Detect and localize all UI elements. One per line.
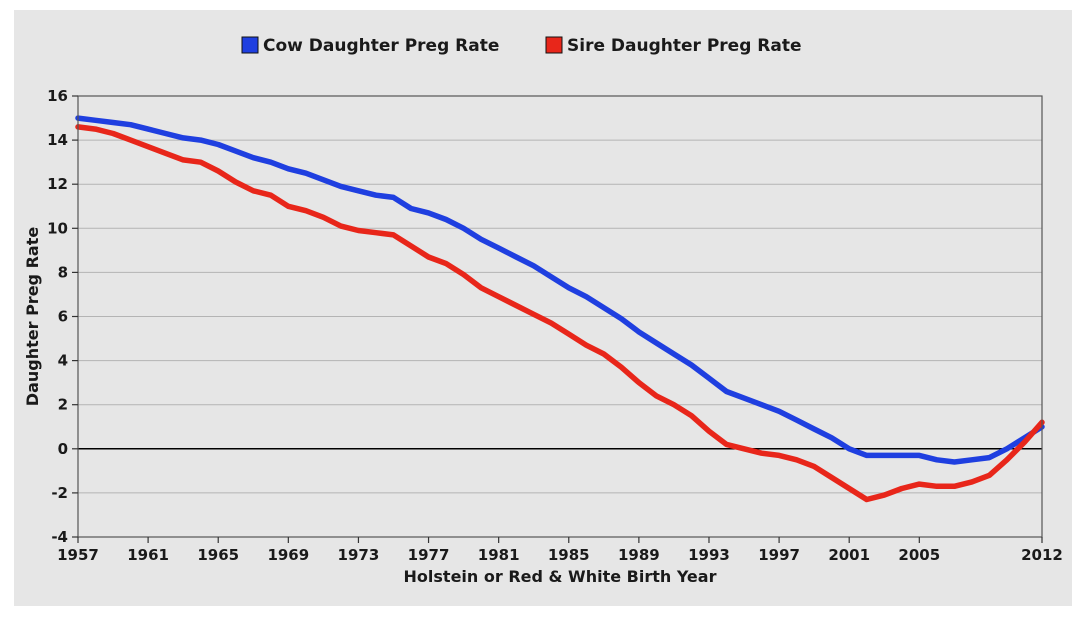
x-tick-label: 2005 <box>898 546 940 564</box>
x-tick-label: 1981 <box>478 546 520 564</box>
legend-swatch <box>241 36 259 54</box>
y-tick-label: 8 <box>58 263 68 281</box>
legend-label: Cow Daughter Preg Rate <box>263 36 499 56</box>
y-tick-label: 0 <box>58 440 68 458</box>
x-axis: 1957 1961 1965 1969 1973 1977 1981 1985 1989 1993… <box>57 537 1063 564</box>
series-group <box>75 115 1045 503</box>
y-axis: -4 -2 0 2 4 6 8 10 12 14 16 <box>47 87 78 546</box>
y-tick-label: 10 <box>47 219 68 237</box>
y-axis-title: Daughter Preg Rate <box>23 227 42 407</box>
x-tick-label: 1969 <box>267 546 309 564</box>
y-tick-label: -4 <box>51 528 68 546</box>
x-tick-label: 1957 <box>57 546 99 564</box>
y-tick-label: 12 <box>47 175 68 193</box>
x-tick-label: 1993 <box>688 546 730 564</box>
legend-item-cow: Cow Daughter Preg Rate <box>241 36 499 56</box>
x-tick-label: 1961 <box>127 546 169 564</box>
x-tick-label: 2001 <box>828 546 870 564</box>
legend-label: Sire Daughter Preg Rate <box>567 36 802 56</box>
y-tick-label: 6 <box>58 308 68 326</box>
x-tick-label: 1985 <box>548 546 590 564</box>
line-chart: Cow Daughter Preg Rate Sire Daughter Preg… <box>23 36 1063 586</box>
legend-swatch <box>545 36 563 54</box>
series-line-cow <box>75 115 1045 465</box>
x-axis-title: Holstein or Red & White Birth Year <box>404 567 717 586</box>
y-tick-label: 16 <box>47 87 68 105</box>
y-tick-label: 4 <box>58 352 68 370</box>
x-tick-label: 1997 <box>758 546 800 564</box>
legend: Cow Daughter Preg Rate Sire Daughter Preg… <box>241 36 802 56</box>
y-tick-label: 14 <box>47 131 68 149</box>
y-tick-label: -2 <box>51 484 68 502</box>
x-tick-label: 1973 <box>338 546 380 564</box>
x-tick-label: 1965 <box>197 546 239 564</box>
legend-item-sire: Sire Daughter Preg Rate <box>545 36 802 56</box>
y-tick-label: 2 <box>58 396 68 414</box>
x-tick-label: 1989 <box>618 546 660 564</box>
x-tick-label: 2012 <box>1021 546 1063 564</box>
series-line-sire <box>75 124 1045 503</box>
x-tick-label: 1977 <box>408 546 450 564</box>
chart-frame: Cow Daughter Preg Rate Sire Daughter Preg… <box>14 10 1072 606</box>
